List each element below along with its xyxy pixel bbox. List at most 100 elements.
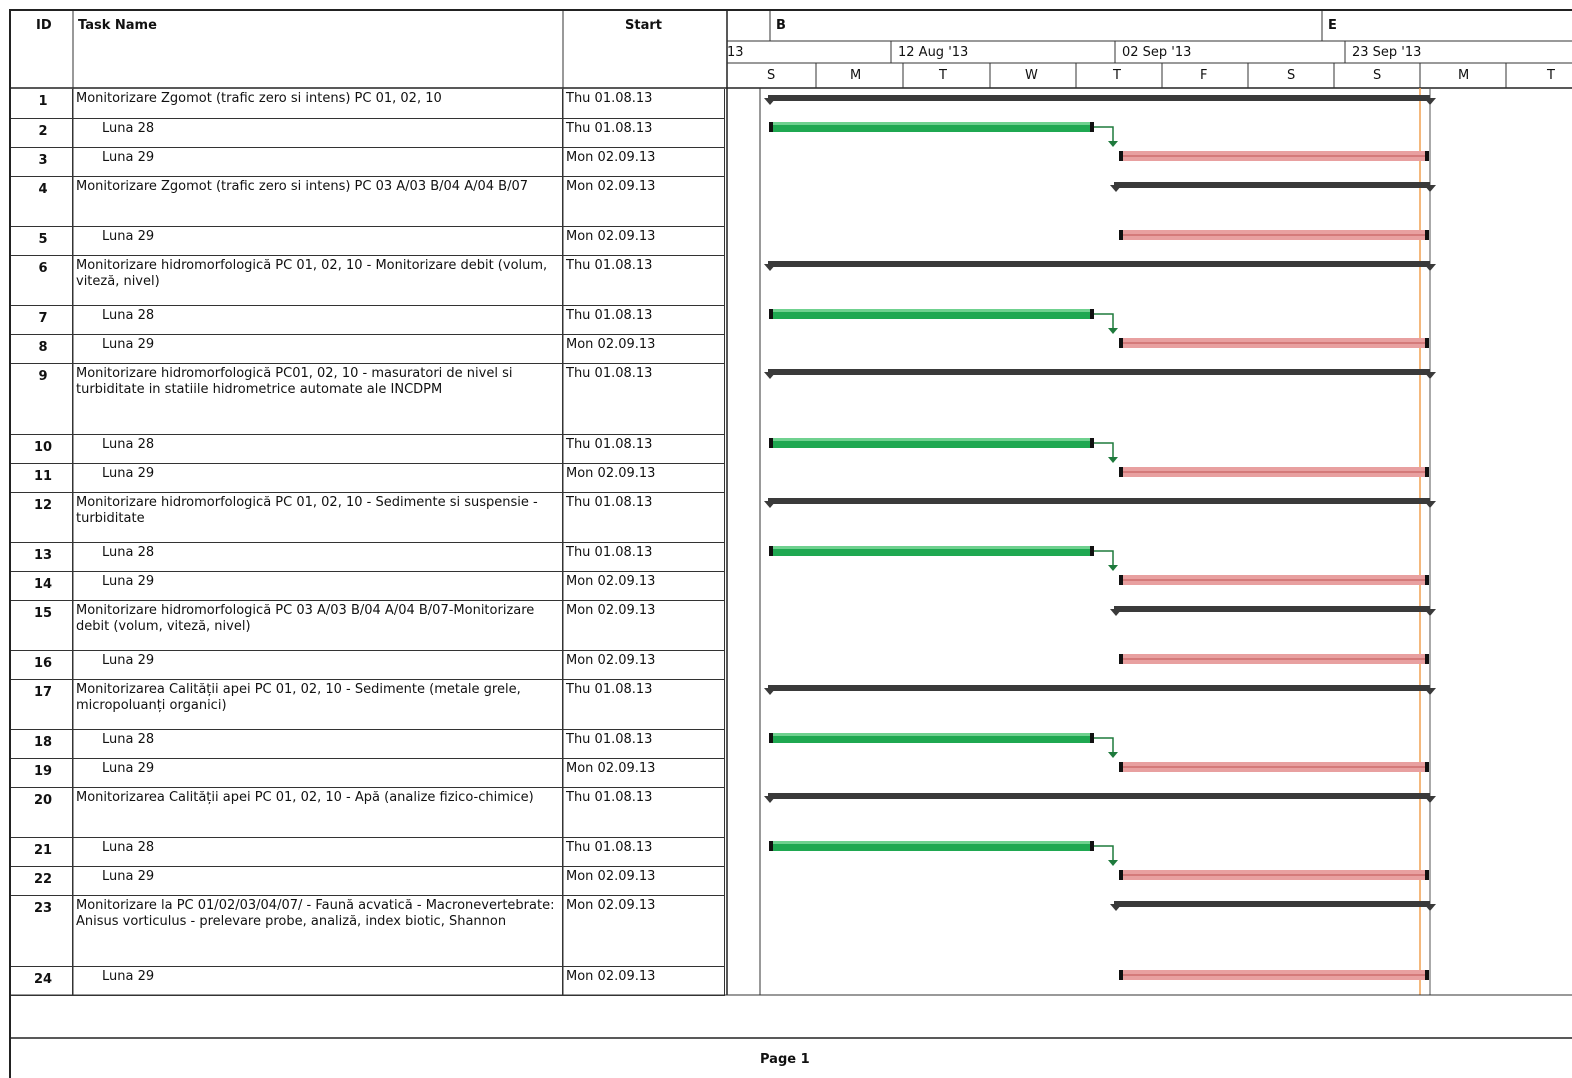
task-id-cell: 21 (11, 837, 73, 867)
task-name-cell[interactable]: Luna 28 (72, 837, 563, 867)
task-name: Luna 29 (102, 760, 155, 776)
table-row[interactable]: 14 Luna 29 Mon 02.09.13 (11, 571, 725, 601)
task-start-cell[interactable]: Mon 02.09.13 (562, 147, 725, 177)
table-row[interactable]: 12 Monitorizare hidromorfologică PC 01, 0… (11, 492, 725, 543)
task-start-cell[interactable]: Mon 02.09.13 (562, 226, 725, 256)
task-id-cell: 5 (11, 226, 73, 256)
column-header-task-name[interactable]: Task Name (78, 18, 157, 33)
task-name-cell[interactable]: Luna 29 (72, 866, 563, 896)
table-row[interactable]: 23 Monitorizare la PC 01/02/03/04/07/ - F… (11, 895, 725, 967)
task-start-cell[interactable]: Thu 01.08.13 (562, 837, 725, 867)
table-row[interactable]: 10 Luna 28 Thu 01.08.13 (11, 434, 725, 464)
table-row[interactable]: 20 Monitorizarea Calității apei PC 01, 02… (11, 787, 725, 838)
task-name: Luna 28 (102, 120, 155, 136)
table-row[interactable]: 6 Monitorizare hidromorfologică PC 01, 02… (11, 255, 725, 306)
task-name-cell[interactable]: Monitorizarea Calității apei PC 01, 02, … (72, 679, 563, 730)
task-name-cell[interactable]: Luna 29 (72, 758, 563, 788)
task-name-cell[interactable]: Luna 29 (72, 463, 563, 493)
task-name: Luna 29 (102, 149, 155, 165)
gantt-page (9, 9, 1572, 1078)
task-start-cell[interactable]: Mon 02.09.13 (562, 571, 725, 601)
task-name-cell[interactable]: Luna 28 (72, 542, 563, 572)
task-name-cell[interactable]: Luna 29 (72, 650, 563, 680)
table-row[interactable]: 24 Luna 29 Mon 02.09.13 (11, 966, 725, 996)
task-name-cell[interactable]: Monitorizare hidromorfologică PC 01, 02,… (72, 492, 563, 543)
task-name-cell[interactable]: Luna 29 (72, 966, 563, 996)
task-start-cell[interactable]: Thu 01.08.13 (562, 492, 725, 543)
task-name: Monitorizare la PC 01/02/03/04/07/ - Fau… (76, 897, 555, 929)
task-name-cell[interactable]: Monitorizare Zgomot (trafic zero si inte… (72, 176, 563, 227)
task-name: Luna 28 (102, 436, 155, 452)
task-id-cell: 9 (11, 363, 73, 435)
table-row[interactable]: 21 Luna 28 Thu 01.08.13 (11, 837, 725, 867)
table-row[interactable]: 11 Luna 29 Mon 02.09.13 (11, 463, 725, 493)
task-start-cell[interactable]: Thu 01.08.13 (562, 89, 725, 119)
task-start-cell[interactable]: Mon 02.09.13 (562, 866, 725, 896)
task-name-cell[interactable]: Luna 29 (72, 571, 563, 601)
task-name-cell[interactable]: Luna 28 (72, 729, 563, 759)
task-name-cell[interactable]: Luna 28 (72, 434, 563, 464)
task-start-cell[interactable]: Thu 01.08.13 (562, 118, 725, 148)
table-row[interactable]: 13 Luna 28 Thu 01.08.13 (11, 542, 725, 572)
task-name-cell[interactable]: Luna 28 (72, 118, 563, 148)
task-name-cell[interactable]: Monitorizare hidromorfologică PC01, 02, … (72, 363, 563, 435)
table-row[interactable]: 17 Monitorizarea Calității apei PC 01, 02… (11, 679, 725, 730)
table-row[interactable]: 5 Luna 29 Mon 02.09.13 (11, 226, 725, 256)
task-start-cell[interactable]: Mon 02.09.13 (562, 966, 725, 996)
task-start-cell[interactable]: Mon 02.09.13 (562, 600, 725, 651)
table-row[interactable]: 3 Luna 29 Mon 02.09.13 (11, 147, 725, 177)
task-name-cell[interactable]: Monitorizare Zgomot (trafic zero si inte… (72, 89, 563, 119)
task-name-cell[interactable]: Monitorizare hidromorfologică PC 03 A/03… (72, 600, 563, 651)
task-id-cell: 12 (11, 492, 73, 543)
task-name-cell[interactable]: Monitorizare hidromorfologică PC 01, 02,… (72, 255, 563, 306)
task-name-cell[interactable]: Luna 29 (72, 334, 563, 364)
table-row[interactable]: 8 Luna 29 Mon 02.09.13 (11, 334, 725, 364)
task-start-cell[interactable]: Mon 02.09.13 (562, 895, 725, 967)
task-start-cell[interactable]: Thu 01.08.13 (562, 255, 725, 306)
task-name: Monitorizarea Calității apei PC 01, 02, … (76, 681, 521, 713)
table-row[interactable]: 2 Luna 28 Thu 01.08.13 (11, 118, 725, 148)
table-row[interactable]: 19 Luna 29 Mon 02.09.13 (11, 758, 725, 788)
table-row[interactable]: 18 Luna 28 Thu 01.08.13 (11, 729, 725, 759)
timescale-marker-b: B (776, 18, 786, 33)
timescale-week-label: 02 Sep '13 (1122, 45, 1192, 60)
column-header-id[interactable]: ID (36, 18, 52, 33)
task-id-cell: 13 (11, 542, 73, 572)
task-start-cell[interactable]: Mon 02.09.13 (562, 463, 725, 493)
task-start-cell[interactable]: Thu 01.08.13 (562, 363, 725, 435)
table-row[interactable]: 9 Monitorizare hidromorfologică PC01, 02,… (11, 363, 725, 435)
task-name: Luna 29 (102, 968, 155, 984)
table-row[interactable]: 1 Monitorizare Zgomot (trafic zero si int… (11, 89, 725, 119)
timescale-day-label: T (1547, 68, 1555, 83)
table-row[interactable]: 15 Monitorizare hidromorfologică PC 03 A/… (11, 600, 725, 651)
column-header-start[interactable]: Start (625, 18, 662, 33)
task-start-cell[interactable]: Mon 02.09.13 (562, 176, 725, 227)
table-row[interactable]: 22 Luna 29 Mon 02.09.13 (11, 866, 725, 896)
task-start-cell[interactable]: Mon 02.09.13 (562, 334, 725, 364)
task-name-cell[interactable]: Luna 29 (72, 147, 563, 177)
task-start-cell[interactable]: Thu 01.08.13 (562, 542, 725, 572)
task-id-cell: 15 (11, 600, 73, 651)
task-start-cell[interactable]: Mon 02.09.13 (562, 650, 725, 680)
task-id-cell: 24 (11, 966, 73, 996)
task-name: Monitorizarea Calității apei PC 01, 02, … (76, 789, 534, 805)
table-row[interactable]: 4 Monitorizare Zgomot (trafic zero si int… (11, 176, 725, 227)
task-name-cell[interactable]: Luna 29 (72, 226, 563, 256)
timescale-day-label: W (1025, 68, 1038, 83)
task-name-cell[interactable]: Monitorizare la PC 01/02/03/04/07/ - Fau… (72, 895, 563, 967)
task-name: Monitorizare hidromorfologică PC01, 02, … (76, 365, 513, 397)
task-start-cell[interactable]: Thu 01.08.13 (562, 787, 725, 838)
timescale-day-label: T (1113, 68, 1121, 83)
task-start-cell[interactable]: Thu 01.08.13 (562, 679, 725, 730)
task-start-cell[interactable]: Thu 01.08.13 (562, 729, 725, 759)
task-name-cell[interactable]: Monitorizarea Calității apei PC 01, 02, … (72, 787, 563, 838)
task-id-cell: 20 (11, 787, 73, 838)
task-id-cell: 2 (11, 118, 73, 148)
task-start-cell[interactable]: Thu 01.08.13 (562, 305, 725, 335)
table-row[interactable]: 7 Luna 28 Thu 01.08.13 (11, 305, 725, 335)
task-start-cell[interactable]: Thu 01.08.13 (562, 434, 725, 464)
task-start-cell[interactable]: Mon 02.09.13 (562, 758, 725, 788)
task-id-cell: 4 (11, 176, 73, 227)
table-row[interactable]: 16 Luna 29 Mon 02.09.13 (11, 650, 725, 680)
task-name-cell[interactable]: Luna 28 (72, 305, 563, 335)
